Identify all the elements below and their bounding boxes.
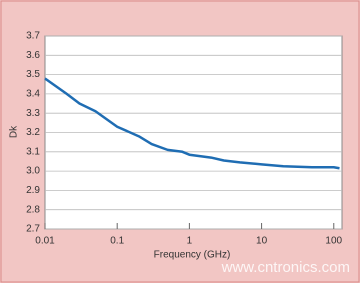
y-tick-label: 3.3: [26, 108, 40, 119]
y-tick-label: 2.9: [26, 185, 40, 196]
x-axis-label: Frequency (GHz): [154, 250, 231, 261]
y-tick-label: 3.1: [26, 146, 40, 157]
x-tick-label: 0.01: [35, 236, 55, 247]
x-tick-label: 10: [256, 236, 268, 247]
y-tick-label: 3.6: [26, 50, 40, 61]
y-tick-label: 3.2: [26, 127, 40, 138]
y-axis-label: Dk: [9, 125, 20, 138]
x-tick-label: 0.1: [110, 236, 124, 247]
x-tick-label: 1: [187, 236, 193, 247]
watermark: www.cntronics.com: [221, 259, 350, 276]
data-line: [44, 77, 340, 170]
y-tick-label: 3.5: [26, 69, 40, 80]
y-tick-label: 3.4: [26, 89, 40, 100]
y-tick-label: 2.7: [26, 224, 40, 235]
y-tick-label: 3.7: [26, 31, 40, 42]
y-tick-label: 2.8: [26, 204, 40, 215]
y-tick-label: 3.0: [26, 166, 40, 177]
x-tick-label: 100: [325, 236, 342, 247]
